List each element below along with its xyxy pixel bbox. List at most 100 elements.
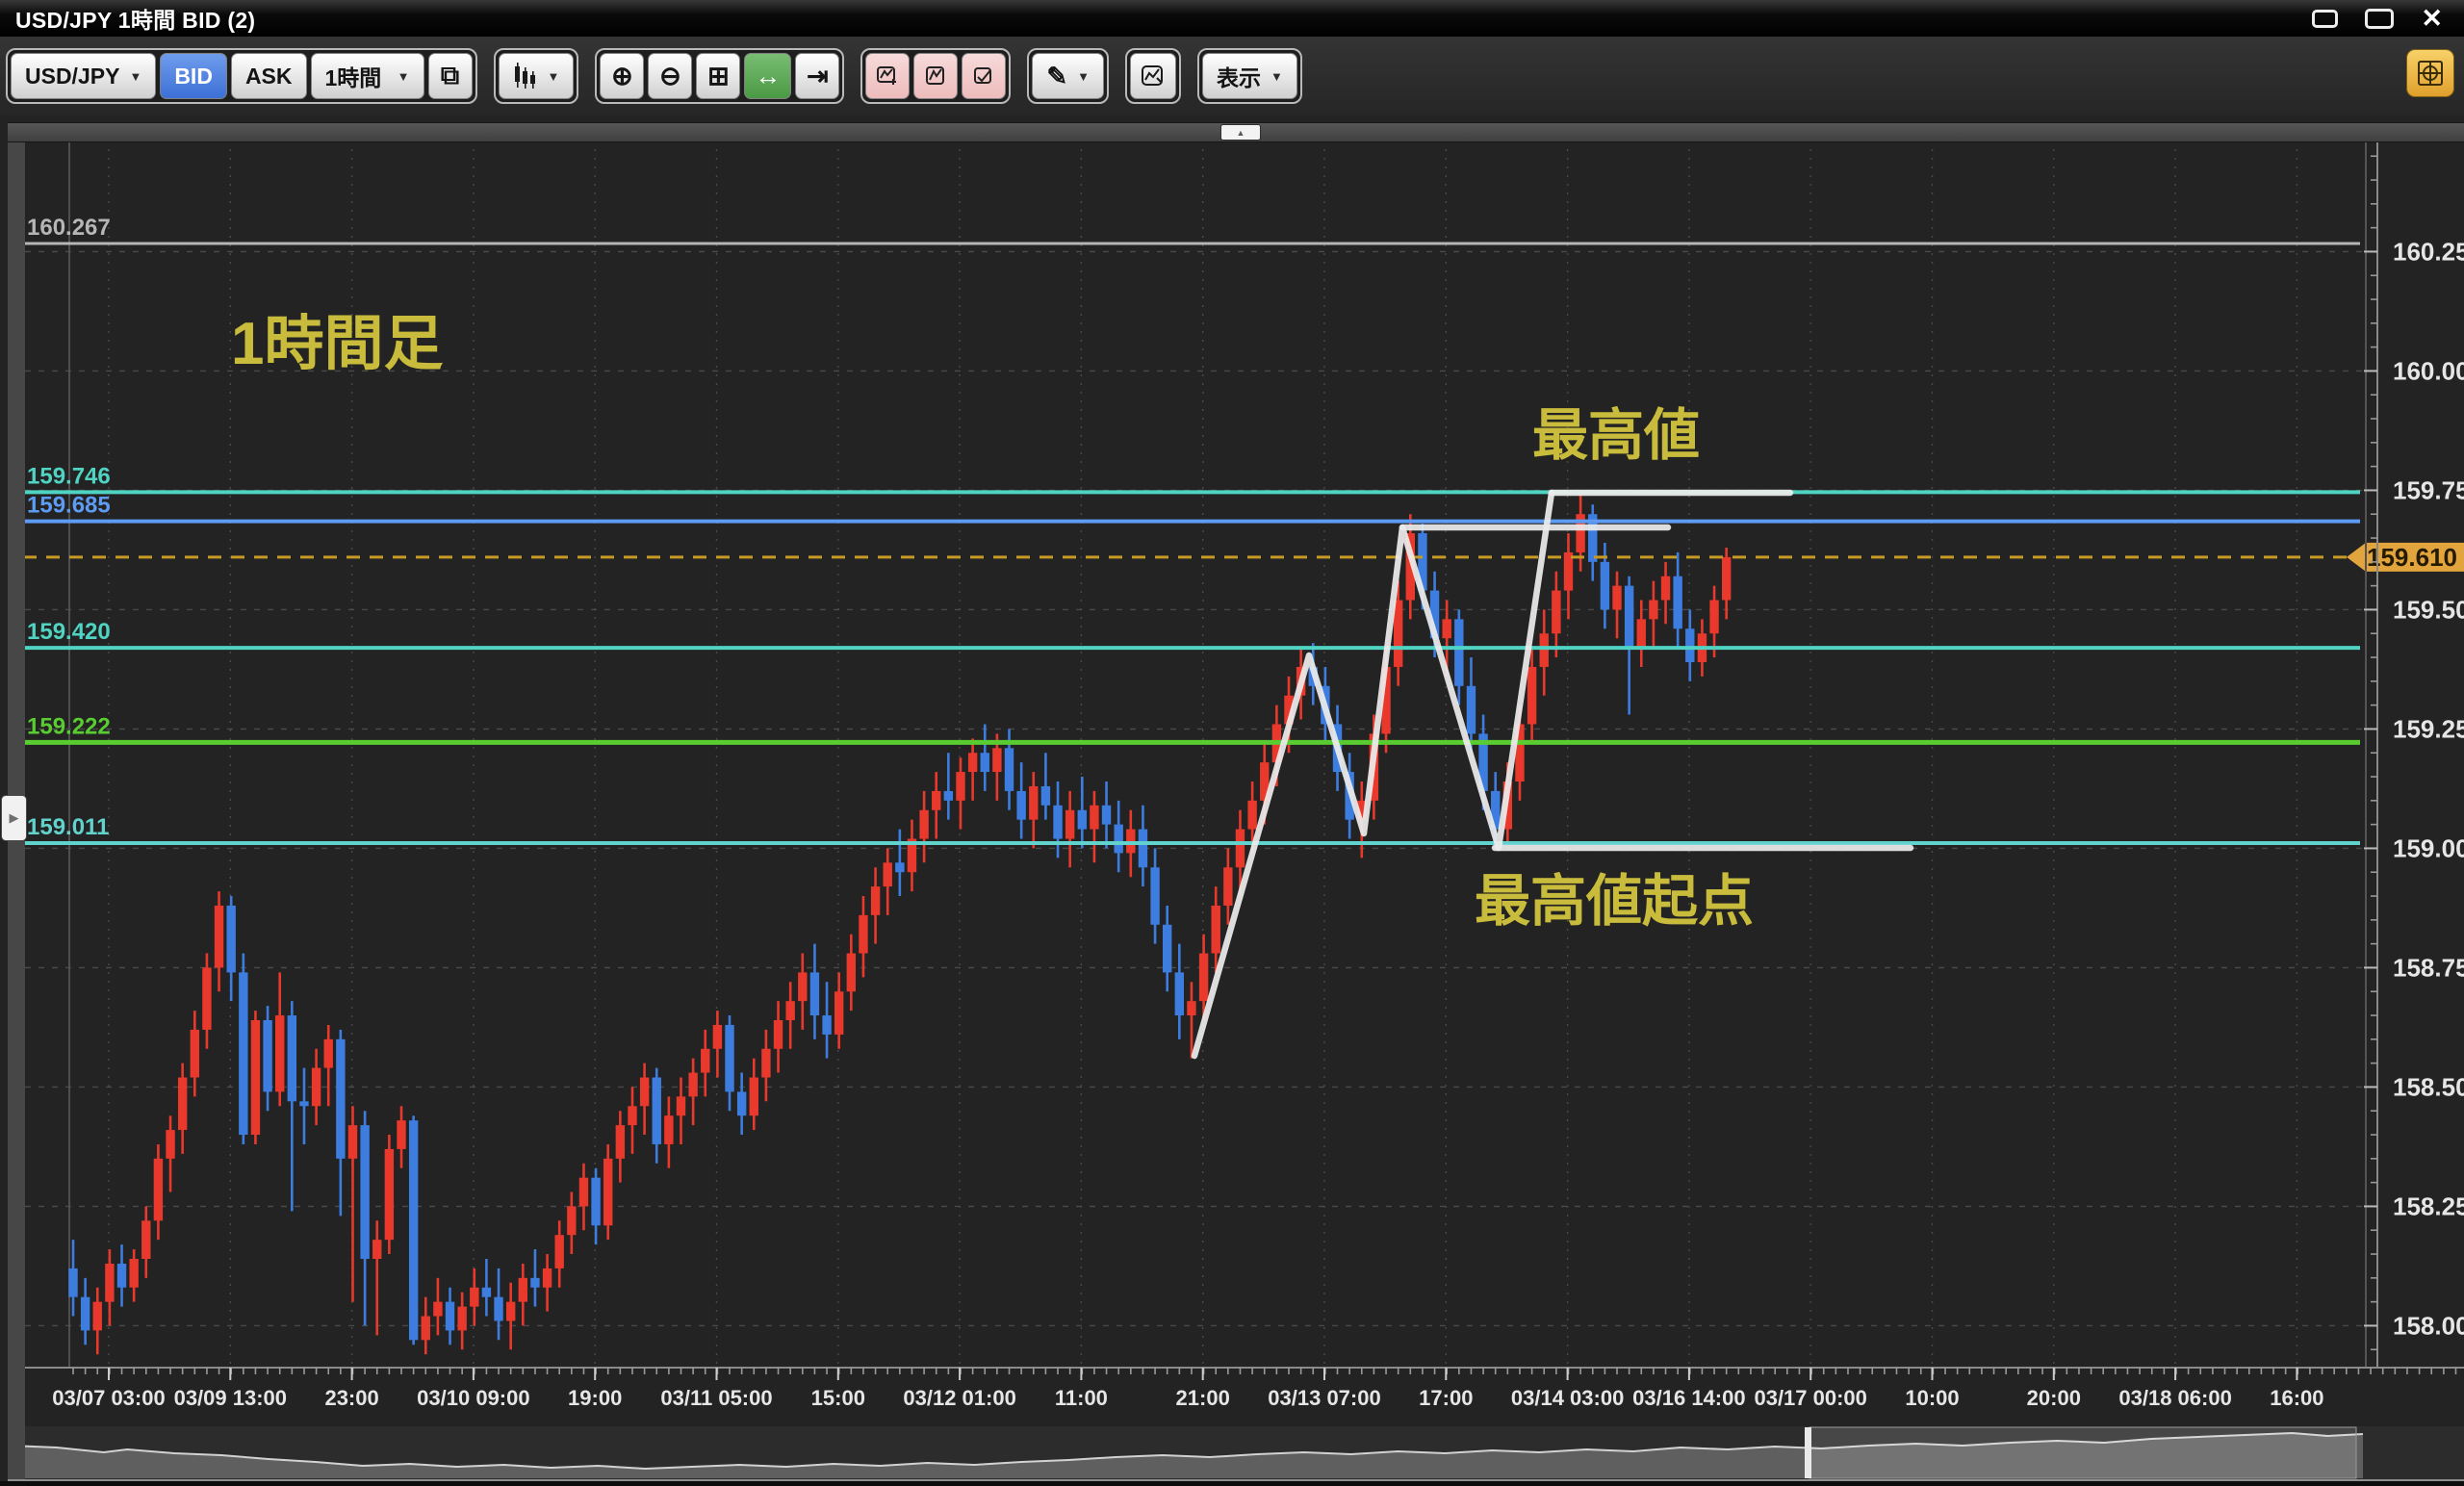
ask-button[interactable]: ASK	[230, 53, 307, 99]
fit-width-icon: ↔	[755, 61, 782, 90]
symbol-select[interactable]: USD/JPY ▼	[11, 53, 157, 99]
annotation-最高値起点[interactable]: 最高値起点	[1475, 870, 1754, 933]
interval-label: 1時間	[324, 65, 382, 90]
svg-text:20:00: 20:00	[2027, 1386, 2081, 1410]
close-icon[interactable]: ✕	[2421, 3, 2443, 33]
svg-text:03/09 13:00: 03/09 13:00	[174, 1386, 287, 1410]
crosshair-target-icon	[2418, 61, 2443, 86]
duplicate-chart-button[interactable]: ⧉	[427, 53, 473, 99]
svg-text:最高値起点: 最高値起点	[1475, 870, 1754, 933]
toolbar: USD/JPY ▼ BID ASK 1時間 ▼ ⧉ ▼ ⊕ ⊖ ⊞ ↔ ⇥	[0, 37, 2464, 115]
indicator-chart-icon	[1142, 65, 1164, 86]
candlestick-icon	[514, 63, 535, 89]
expand-right-icon: ▶	[9, 810, 19, 825]
svg-text:最高値: 最高値	[1532, 404, 1700, 467]
svg-text:15:00: 15:00	[811, 1386, 865, 1410]
scroll-to-end-icon: ⇥	[807, 61, 829, 90]
minimize-icon[interactable]	[2312, 9, 2339, 28]
duplicate-icon: ⧉	[440, 61, 460, 90]
price-line-160.267[interactable]: 160.267	[23, 215, 2360, 245]
svg-text:159.000: 159.000	[2393, 833, 2464, 862]
svg-text:11:00: 11:00	[1055, 1386, 1108, 1410]
svg-text:159.750: 159.750	[2393, 475, 2464, 504]
window-controls: ✕	[2312, 3, 2464, 33]
price-line-159.011[interactable]: 159.011	[23, 814, 2360, 845]
collapse-top-panel-button[interactable]: ▲	[1220, 124, 1261, 141]
svg-text:03/18 06:00: 03/18 06:00	[2118, 1386, 2231, 1410]
svg-text:23:00: 23:00	[324, 1386, 378, 1410]
pattern-tool-add-button[interactable]	[865, 53, 911, 99]
chart-type-group: ▼	[493, 48, 579, 104]
svg-text:159.500: 159.500	[2393, 595, 2464, 624]
svg-text:1時間足: 1時間足	[231, 311, 443, 377]
order-target-button[interactable]	[2406, 49, 2454, 97]
chart-pattern-icon	[926, 66, 945, 85]
svg-text:159.011: 159.011	[27, 814, 109, 840]
symbol-settings-group: USD/JPY ▼ BID ASK 1時間 ▼ ⧉	[6, 48, 477, 104]
window-bottom-edge	[0, 1481, 2464, 1486]
svg-text:159.250: 159.250	[2393, 714, 2464, 743]
svg-text:158.750: 158.750	[2393, 953, 2464, 982]
titlebar: USD/JPY 1時間 BID (2) ✕	[0, 0, 2464, 37]
svg-text:158.500: 158.500	[2393, 1072, 2464, 1101]
svg-text:16:00: 16:00	[2270, 1386, 2323, 1410]
price-line-159.746[interactable]: 159.746	[23, 463, 2360, 495]
chart-type-select[interactable]: ▼	[498, 53, 575, 99]
svg-text:158.250: 158.250	[2393, 1191, 2464, 1220]
fit-chart-button[interactable]: ⊞	[696, 53, 741, 99]
svg-text:03/14 03:00: 03/14 03:00	[1511, 1386, 1624, 1410]
annotation-1時間足[interactable]: 1時間足	[231, 311, 443, 377]
navigator	[8, 1426, 2464, 1481]
pencil-icon: ✎	[1046, 61, 1068, 90]
annotation-最高値[interactable]: 最高値	[1532, 404, 1700, 467]
fit-width-button[interactable]: ↔	[744, 53, 792, 99]
display-label: 表示	[1217, 65, 1262, 90]
svg-text:03/13 07:00: 03/13 07:00	[1268, 1386, 1380, 1410]
svg-text:10:00: 10:00	[1905, 1386, 1959, 1410]
interval-select[interactable]: 1時間 ▼	[310, 53, 424, 99]
fit-chart-icon: ⊞	[707, 61, 730, 90]
time-axis: 03/07 03:00 03/09 13:00 23:00 03/10 09:00 19…	[8, 1367, 2464, 1410]
scroll-to-latest-button[interactable]: ⇥	[795, 53, 840, 99]
svg-text:159.746: 159.746	[27, 463, 111, 489]
zoom-out-icon: ⊖	[659, 61, 681, 90]
price-line-159.685[interactable]: 159.685	[23, 493, 2360, 524]
gridlines	[25, 141, 2363, 1367]
svg-text:159.420: 159.420	[27, 619, 111, 645]
trend-line-drawing[interactable]	[1191, 489, 1914, 1060]
svg-text:03/17 00:00: 03/17 00:00	[1754, 1386, 1866, 1410]
bid-button[interactable]: BID	[160, 53, 227, 99]
price-line-159.222[interactable]: 159.222	[23, 713, 2360, 745]
navigator-handle[interactable]	[1805, 1427, 1811, 1478]
pattern-tool-confirm-button[interactable]	[962, 53, 1007, 99]
current-price-tag: 159.610	[2347, 542, 2464, 572]
chevron-down-icon: ▼	[1077, 68, 1091, 84]
svg-text:158.000: 158.000	[2393, 1311, 2464, 1340]
pattern-tool-edit-button[interactable]	[913, 53, 959, 99]
zoom-in-button[interactable]: ⊕	[600, 53, 645, 99]
svg-text:17:00: 17:00	[1419, 1386, 1473, 1410]
chevron-down-icon: ▼	[129, 68, 142, 84]
zoom-out-button[interactable]: ⊖	[648, 53, 693, 99]
draw-group: ✎ ▼	[1027, 48, 1110, 104]
svg-text:19:00: 19:00	[568, 1386, 622, 1410]
svg-text:159.610: 159.610	[2367, 543, 2457, 572]
chart-pattern-plus-icon	[877, 66, 897, 85]
draw-tool-select[interactable]: ✎ ▼	[1032, 53, 1105, 99]
maximize-icon[interactable]	[2365, 8, 2395, 29]
svg-text:03/10 09:00: 03/10 09:00	[417, 1386, 529, 1410]
left-panel-gutter: ▶	[1, 141, 27, 1479]
svg-text:21:00: 21:00	[1176, 1386, 1230, 1410]
price-line-159.420[interactable]: 159.420	[23, 619, 2360, 651]
collapse-up-icon: ▲	[1236, 127, 1245, 138]
indicator-group	[1125, 48, 1182, 104]
indicator-button[interactable]	[1130, 53, 1177, 99]
svg-text:03/07 03:00: 03/07 03:00	[52, 1386, 165, 1410]
display-menu-button[interactable]: 表示 ▼	[1202, 53, 1297, 99]
navigator-viewport[interactable]	[1809, 1426, 2357, 1479]
zoom-group: ⊕ ⊖ ⊞ ↔ ⇥	[595, 48, 845, 104]
expand-left-panel-button[interactable]: ▶	[1, 795, 27, 841]
top-panel-splitter[interactable]: ▲	[8, 122, 2464, 142]
